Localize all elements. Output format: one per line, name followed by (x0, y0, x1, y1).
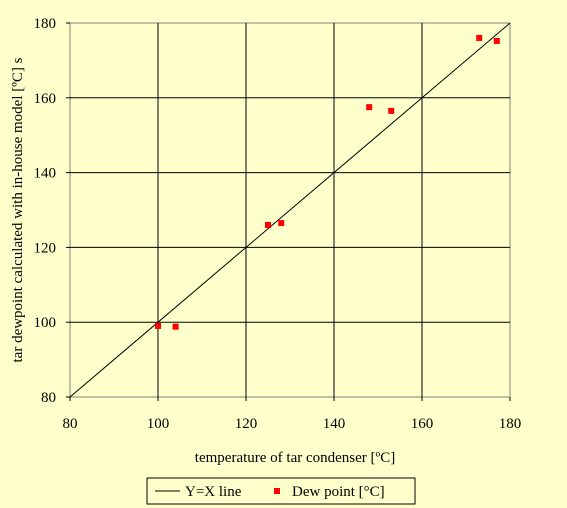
y-tick-label: 120 (34, 240, 57, 256)
dew-point-marker (265, 221, 271, 228)
grid (66, 22, 511, 401)
y-tick-label: 180 (34, 16, 57, 32)
y-tick-label: 100 (34, 315, 57, 331)
x-tick-label: 100 (147, 416, 170, 432)
y-tick-label: 80 (41, 390, 56, 406)
x-axis-title: temperature of tar condenser [ºC] (195, 450, 395, 466)
tick-labels: 80 100 120 140 160 180 80 100 120 140 160 180 (34, 16, 522, 432)
legend-label-dew-point: Dew point [°C] (292, 484, 385, 500)
x-tick-label: 140 (323, 416, 346, 432)
legend-box (146, 477, 416, 505)
yx-reference-line (69, 22, 511, 398)
dew-point-marker (388, 107, 395, 114)
y-axis-title: tar dewpoint calculated with in-house mo… (10, 57, 26, 362)
dew-point-marker (155, 322, 161, 329)
dew-point-marker (493, 37, 500, 44)
legend-label-yx-line: Y=X line (185, 484, 242, 500)
x-tick-label: 120 (235, 416, 258, 432)
legend: Y=X line Dew point [°C] (146, 477, 416, 505)
dew-point-marker (476, 34, 483, 41)
y-tick-label: 160 (34, 91, 57, 107)
dew-point-marker (366, 104, 373, 111)
x-tick-label: 160 (411, 416, 434, 432)
x-tick-label: 180 (499, 416, 522, 432)
dew-point-marker (278, 220, 285, 227)
series-layer (69, 22, 511, 398)
dew-point-marker (172, 323, 179, 330)
legend-point-marker (274, 488, 280, 494)
x-tick-label: 80 (63, 416, 78, 432)
y-tick-label: 140 (34, 166, 57, 182)
